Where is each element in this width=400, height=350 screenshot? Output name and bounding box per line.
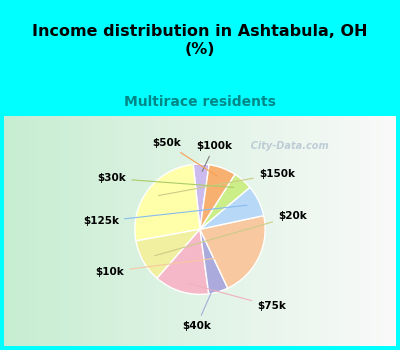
Wedge shape [193, 164, 209, 229]
Text: $10k: $10k [96, 254, 247, 276]
Wedge shape [200, 229, 228, 294]
Text: $100k: $100k [196, 141, 232, 172]
Wedge shape [157, 229, 209, 294]
Text: $125k: $125k [83, 205, 247, 226]
Wedge shape [135, 164, 200, 241]
Text: $150k: $150k [158, 169, 295, 196]
Text: $50k: $50k [152, 138, 217, 176]
Text: $40k: $40k [182, 285, 214, 331]
Text: Income distribution in Ashtabula, OH
(%): Income distribution in Ashtabula, OH (%) [32, 25, 368, 57]
Wedge shape [200, 216, 265, 288]
Wedge shape [200, 187, 264, 229]
Wedge shape [136, 229, 200, 278]
Wedge shape [200, 174, 250, 229]
Wedge shape [200, 165, 235, 229]
Text: $20k: $20k [154, 211, 307, 256]
Text: $75k: $75k [187, 283, 286, 311]
Text: Multirace residents: Multirace residents [124, 94, 276, 108]
Text: $30k: $30k [98, 174, 234, 187]
Text: City-Data.com: City-Data.com [244, 141, 328, 150]
